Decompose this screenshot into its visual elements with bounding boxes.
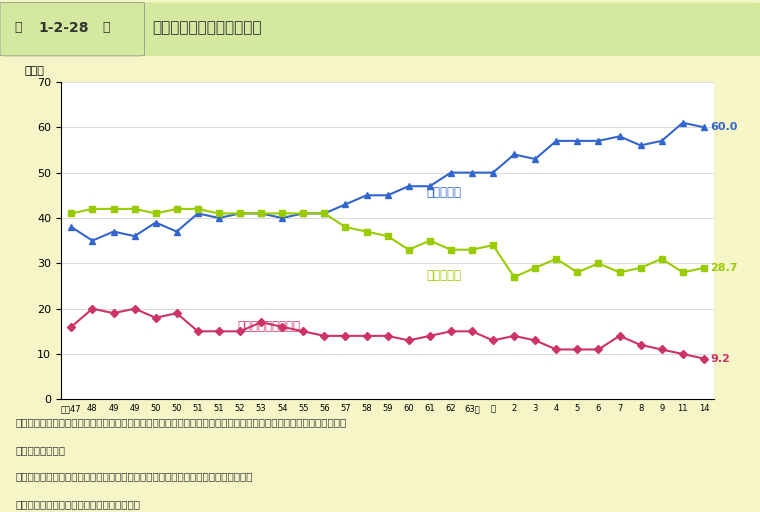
Text: をおきたい」: をおきたい」 — [15, 445, 65, 455]
Text: 国民の求める豊かさの変遷: 国民の求める豊かさの変遷 — [152, 20, 261, 35]
Y-axis label: （％）: （％） — [25, 66, 45, 76]
Text: 9.2: 9.2 — [710, 354, 730, 364]
Text: 1-2-28: 1-2-28 — [38, 20, 88, 35]
FancyBboxPatch shape — [0, 3, 144, 56]
Text: 物の豊かさ: 物の豊かさ — [427, 269, 462, 282]
Text: 60.0: 60.0 — [710, 122, 737, 132]
Text: 物の豊かさ：「まだまだ物質的な面で生活を豊かにすることに重きをおきたい」: 物の豊かさ：「まだまだ物質的な面で生活を豊かにすることに重きをおきたい」 — [15, 471, 252, 481]
Text: 第: 第 — [15, 21, 27, 34]
Text: 心の豊かさ: 心の豊かさ — [427, 186, 462, 199]
FancyBboxPatch shape — [0, 3, 760, 56]
Text: 28.7: 28.7 — [710, 263, 738, 273]
Text: どちらともいえない: どちらともいえない — [237, 319, 300, 332]
Text: 図: 図 — [99, 21, 110, 34]
Text: 資料：内閣府「国民生活に関する世論調査」: 資料：内閣府「国民生活に関する世論調査」 — [15, 499, 140, 509]
Text: 注）心の豊かさ：「物質的にある程度豊かになったので、これからは心の豊かさやゆとりのある生活をすることに重き: 注）心の豊かさ：「物質的にある程度豊かになったので、これからは心の豊かさやゆとり… — [15, 417, 347, 428]
